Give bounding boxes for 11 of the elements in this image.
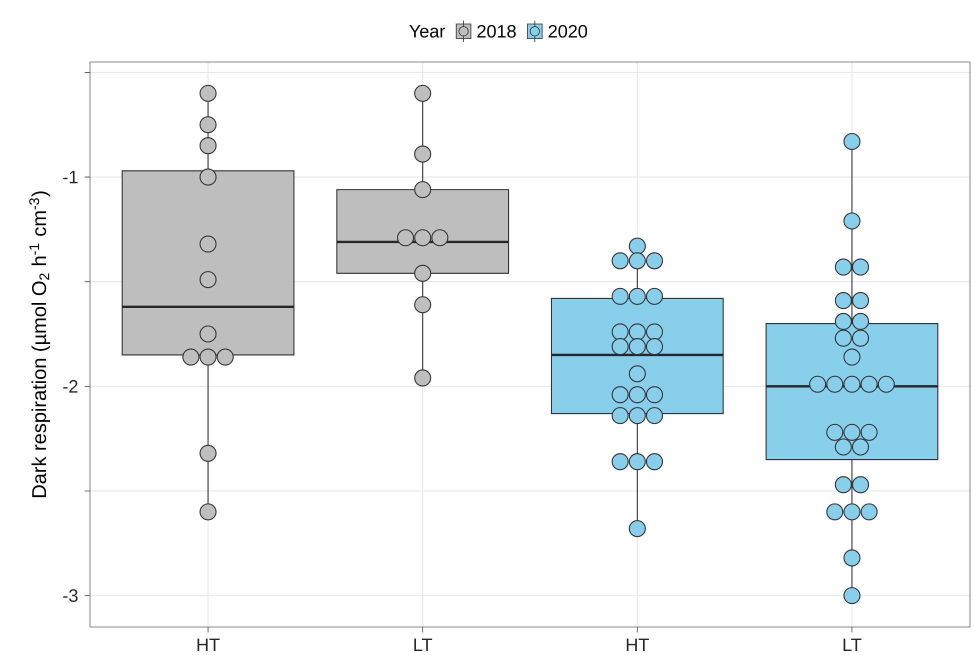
x-tick-label: LT bbox=[844, 638, 862, 651]
x-tick-label: HT bbox=[198, 638, 220, 651]
legend-title: Year bbox=[409, 25, 446, 38]
y-axis-title: Dark respiration (µmol O$_{2}$ h$^{-1}$ cm$^{-3}$) bbox=[29, 191, 50, 498]
legend-label: 2018 bbox=[477, 24, 516, 38]
x-tick-label: LT bbox=[414, 638, 432, 651]
x-tick-label: HT bbox=[626, 638, 649, 651]
legend-label: 2020 bbox=[548, 24, 588, 38]
y-tick-label: -3 bbox=[63, 589, 78, 602]
y-tick-label: -1 bbox=[63, 170, 78, 184]
y-tick-label: -2 bbox=[63, 380, 78, 393]
